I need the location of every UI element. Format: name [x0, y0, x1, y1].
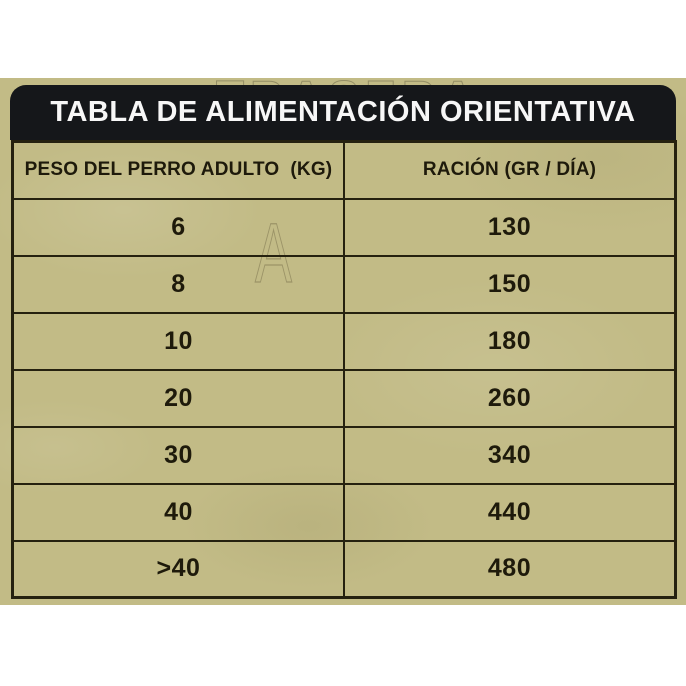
- feeding-table: PESO DEL PERRO ADULTO (KG) RACIÓN (GR / …: [11, 140, 677, 599]
- cell-ration: 480: [343, 539, 677, 599]
- table-row: 8 150: [11, 254, 677, 314]
- cell-weight: 40: [11, 482, 345, 542]
- page-title: TABLA DE ALIMENTACIÓN ORIENTATIVA: [50, 96, 636, 128]
- cell-ration: 340: [343, 425, 677, 485]
- table-row: 10 180: [11, 311, 677, 371]
- cell-ration: 150: [343, 254, 677, 314]
- cell-weight: >40: [11, 539, 345, 599]
- col-header-ration: RACIÓN (GR / DÍA): [343, 140, 677, 200]
- label-panel: TRASERA A TABLA DE ALIMENTACIÓN ORIENTAT…: [0, 78, 686, 605]
- table-row: 40 440: [11, 482, 677, 542]
- table-row: 6 130: [11, 197, 677, 257]
- col-header-weight: PESO DEL PERRO ADULTO (KG): [11, 140, 345, 200]
- cell-weight: 10: [11, 311, 345, 371]
- cell-weight: 8: [11, 254, 345, 314]
- cell-weight: 20: [11, 368, 345, 428]
- cell-weight: 6: [11, 197, 345, 257]
- cell-weight: 30: [11, 425, 345, 485]
- table-row: 20 260: [11, 368, 677, 428]
- cell-ration: 180: [343, 311, 677, 371]
- table-row: >40 480: [11, 539, 677, 599]
- cell-ration: 260: [343, 368, 677, 428]
- table-row: 30 340: [11, 425, 677, 485]
- cell-ration: 440: [343, 482, 677, 542]
- cell-ration: 130: [343, 197, 677, 257]
- title-bar: TABLA DE ALIMENTACIÓN ORIENTATIVA: [10, 85, 676, 140]
- table-header-row: PESO DEL PERRO ADULTO (KG) RACIÓN (GR / …: [11, 140, 677, 200]
